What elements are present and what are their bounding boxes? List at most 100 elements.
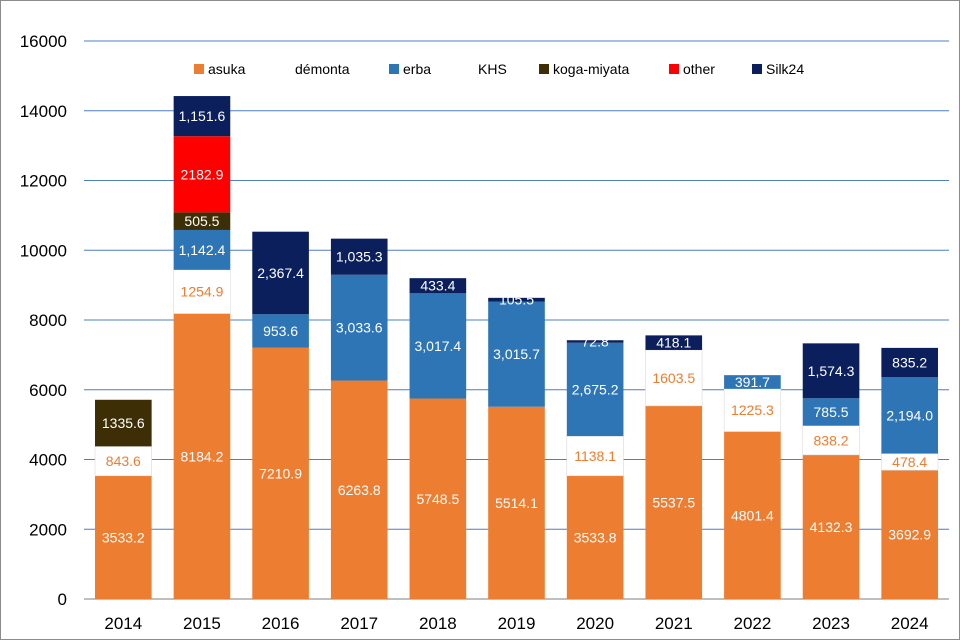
data-label: 478.4 (892, 454, 927, 470)
legend-label: other (683, 61, 715, 77)
legend-swatch (281, 64, 291, 74)
data-label: 5748.5 (416, 491, 459, 507)
legend-label: koga-miyata (553, 61, 629, 77)
data-label: 1,035.3 (336, 249, 383, 265)
bar-segment-asuka (645, 405, 703, 599)
bar-segment-erba (173, 229, 231, 270)
x-tick-label: 2024 (891, 614, 929, 633)
data-label: 5514.1 (495, 495, 538, 511)
bar-segment-koga-miyata (173, 212, 231, 230)
bar-segment-erba (409, 293, 467, 399)
data-label: 418.1 (656, 335, 691, 351)
y-tick-label: 10000 (20, 241, 67, 260)
bar-segment-demonta (566, 435, 624, 477)
bar-segment-erba (252, 314, 309, 348)
data-label: 3533.2 (102, 529, 145, 545)
data-label: 6263.8 (338, 482, 381, 498)
bar-segment-asuka (409, 398, 467, 599)
data-label: 72.8 (582, 334, 609, 350)
y-tick-label: 6000 (29, 381, 67, 400)
data-label: 838.2 (814, 432, 849, 448)
bar-segment-koga-miyata (95, 399, 152, 447)
data-label: 2,194.0 (886, 407, 933, 423)
bar-segment-silk24 (488, 297, 545, 302)
y-tick-label: 16000 (20, 32, 67, 51)
y-tick-label: 0 (58, 590, 67, 609)
legend-swatch (539, 64, 549, 74)
x-tick-label: 2019 (498, 614, 536, 633)
bar-segment-erba (566, 342, 624, 437)
data-label: 105.5 (499, 292, 534, 308)
bar-segment-erba (488, 301, 545, 407)
data-label: 3533.8 (574, 529, 617, 545)
data-label: 2,675.2 (572, 381, 619, 397)
x-axis-tick-labels: 2014 2015 2016 2017 2018 2019 2020 2021 2022 2023… (104, 614, 928, 633)
data-label: 1225.3 (731, 402, 774, 418)
legend-swatch (752, 64, 762, 74)
x-tick-label: 2020 (576, 614, 614, 633)
bar-segment-asuka (566, 475, 624, 599)
data-label: 3,015.7 (493, 346, 540, 362)
data-label: 4801.4 (731, 507, 774, 523)
data-label: 3692.9 (888, 527, 931, 543)
bar-segment-demonta (802, 425, 860, 456)
data-label: 5537.5 (652, 494, 695, 510)
data-label: 785.5 (814, 404, 849, 420)
data-label: 1,574.3 (808, 363, 855, 379)
bars (94, 96, 939, 599)
bar-segment-asuka (488, 406, 545, 599)
bar-segment-asuka (724, 431, 781, 599)
bar-segment-erba (881, 377, 938, 454)
legend-label: KHS (478, 61, 507, 77)
bar-segment-demonta (723, 388, 782, 432)
bar-segment-asuka (252, 347, 309, 599)
bar-segment-asuka (173, 313, 231, 599)
bar-segment-asuka (330, 380, 388, 599)
bar-segment-silk24 (173, 96, 231, 137)
x-tick-label: 2015 (183, 614, 221, 633)
bar-segment-asuka (881, 470, 938, 599)
bar-segment-demonta (645, 349, 703, 407)
y-tick-label: 14000 (20, 102, 67, 121)
bar-segment-silk24 (881, 347, 938, 378)
bar-segment-erba (802, 398, 860, 426)
data-label: 391.7 (735, 374, 770, 390)
data-label: 835.2 (892, 354, 927, 370)
x-tick-label: 2014 (104, 614, 142, 633)
bar-segment-silk24 (409, 278, 467, 294)
data-label: 1335.6 (102, 415, 145, 431)
x-tick-label: 2016 (262, 614, 300, 633)
x-tick-label: 2018 (419, 614, 457, 633)
data-label: 2182.9 (181, 166, 224, 182)
bar-segment-demonta (94, 446, 152, 477)
x-tick-label: 2022 (733, 614, 771, 633)
bar-segment-asuka (95, 475, 152, 599)
data-label: 4132.3 (810, 519, 853, 535)
data-label: 1,142.4 (179, 242, 226, 258)
bar-segment-asuka (802, 454, 860, 599)
bar-segment-erba (330, 274, 388, 381)
data-label: 433.4 (420, 278, 455, 294)
data-labels: 3533.2 843.6 1335.6 8184.2 1254.9 1,142.4 505.… (102, 108, 933, 545)
data-label: 7210.9 (259, 465, 302, 481)
bar-segment-other (173, 136, 231, 213)
data-label: 8184.2 (181, 448, 224, 464)
data-label: 843.6 (106, 453, 141, 469)
data-label: 1,151.6 (179, 108, 226, 124)
legend-label: asuka (208, 61, 246, 77)
legend-label: erba (403, 61, 431, 77)
bar-segment-silk24 (330, 238, 388, 275)
x-tick-label: 2023 (812, 614, 850, 633)
data-label: 1138.1 (574, 448, 616, 464)
legend-swatch (389, 64, 399, 74)
data-label: 1603.5 (652, 370, 695, 386)
data-label: 3,017.4 (415, 338, 462, 354)
legend: asuka démonta erba KHS koga-miyata other Silk2… (194, 61, 804, 77)
x-tick-label: 2021 (655, 614, 693, 633)
bar-segment-silk24 (566, 340, 624, 343)
bar-segment-silk24 (645, 335, 703, 350)
data-label: 2,367.4 (257, 265, 304, 281)
legend-swatch (194, 64, 204, 74)
y-tick-label: 2000 (29, 520, 67, 539)
